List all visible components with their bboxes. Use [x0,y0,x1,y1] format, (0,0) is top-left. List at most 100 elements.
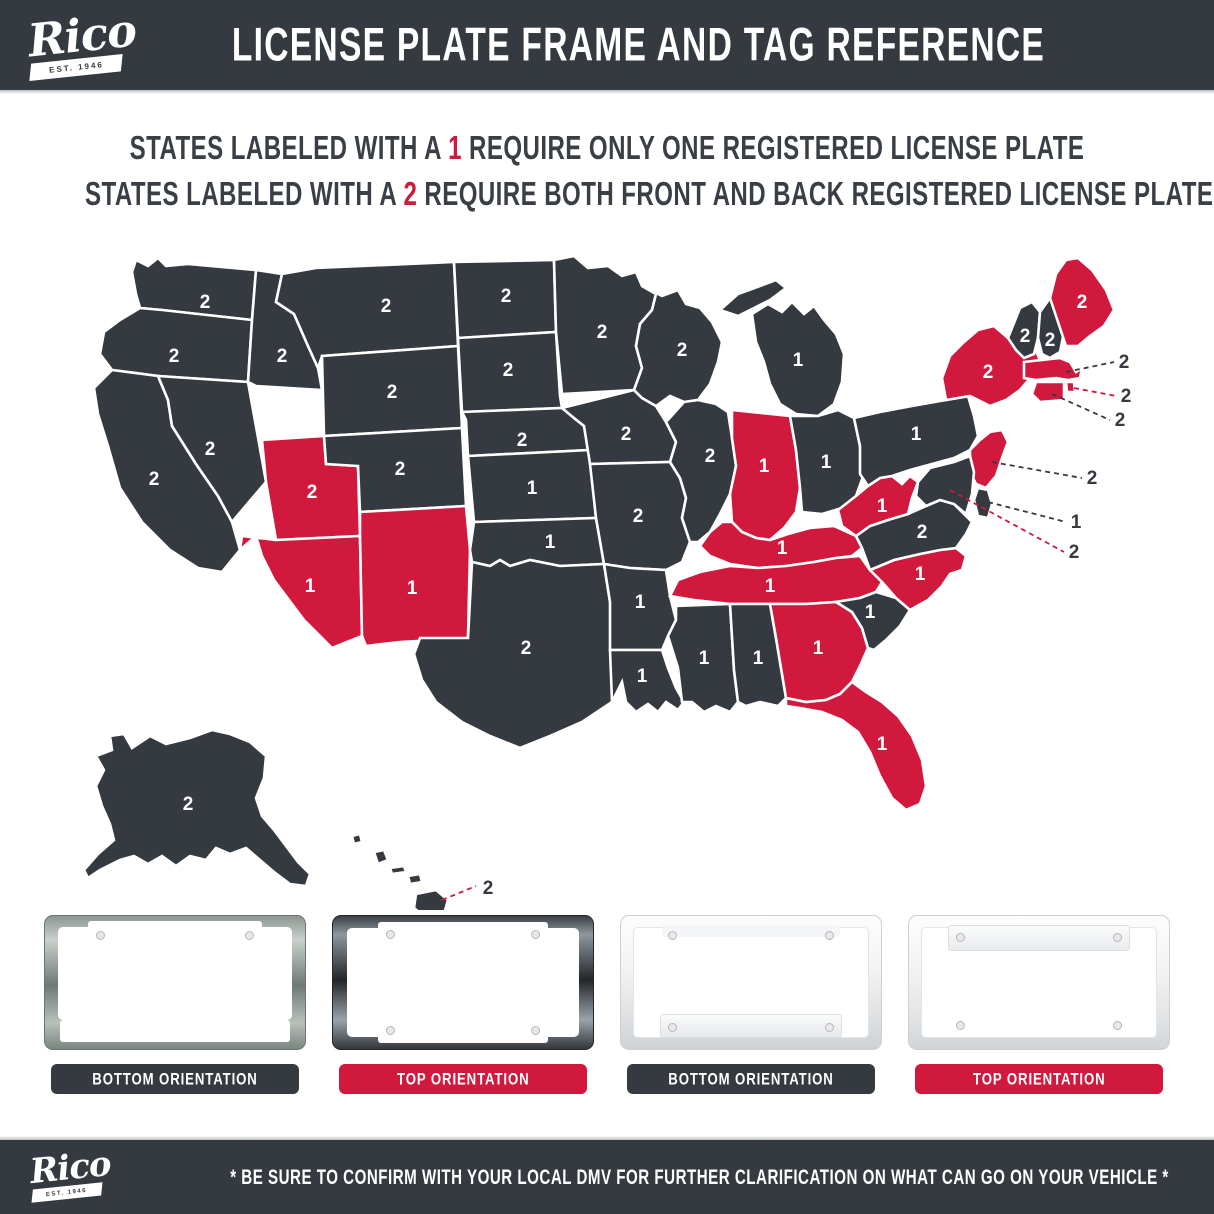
state-label-GA: 1 [813,638,824,659]
state-NM[interactable] [358,504,472,648]
legend-line-one-prefix: STATES LABELED WITH A [129,128,449,166]
state-ME[interactable] [1048,256,1116,348]
state-label-VT: 2 [1020,326,1031,347]
frame-screw [668,931,677,940]
page-title: LICENSE PLATE FRAME AND TAG REFERENCE [231,18,1046,71]
state-label-CA: 2 [149,469,160,490]
state-OK[interactable] [468,516,606,568]
frame-badge-3[interactable]: BOTTOM ORIENTATION [627,1064,875,1094]
legend-line-one-suffix: REQUIRE ONLY ONE REGISTERED LICENSE PLAT… [461,128,1085,166]
usa-map: 2 2 2 2 2 2 2 2 2 [70,250,1144,910]
legend-line-one-number: 1 [448,128,462,166]
footer-bar: Rico EST. 1946 * BE SURE TO CONFIRM WITH… [0,1140,1214,1214]
state-label-AL: 1 [753,648,764,669]
state-label-LA: 1 [637,666,648,687]
frame-image-white-top[interactable] [908,915,1170,1050]
frame-screw [825,1023,834,1032]
usa-map-svg: 2 2 2 2 2 2 2 2 2 [82,254,1132,910]
state-label-MO: 2 [633,506,644,527]
state-label-KY: 1 [777,538,788,559]
state-MD[interactable] [914,454,976,517]
brand-logo-est: EST. 1946 [48,60,104,75]
state-label-RI: 2 [1121,386,1132,407]
state-label-WY: 2 [387,382,398,403]
state-label-DE: 1 [1071,512,1082,533]
state-label-AZ: 1 [305,576,316,597]
frame-screw [386,1026,395,1035]
state-label-AR: 1 [635,592,646,613]
state-AK[interactable] [82,728,312,888]
state-label-NC: 1 [915,564,926,585]
state-label-KS: 1 [527,478,538,499]
footer-logo-est: EST. 1946 [46,1187,88,1198]
state-label-WV: 1 [877,496,888,517]
state-SC[interactable] [832,590,912,652]
state-label-WI: 2 [677,340,688,361]
frame-screw [956,1021,965,1030]
footer-divider [0,1136,1214,1140]
state-IL[interactable] [664,398,738,544]
frame-badge-4[interactable]: TOP ORIENTATION [915,1064,1163,1094]
leader-NJ [991,461,1083,479]
frame-screw [956,933,965,942]
state-SD[interactable] [456,330,564,414]
frame-screw [668,1023,677,1032]
state-LA[interactable] [608,648,686,714]
frame-item-4: TOP ORIENTATION [904,915,1174,1115]
footer-disclaimer: * BE SURE TO CONFIRM WITH YOUR LOCAL DMV… [230,1164,1169,1189]
state-NV[interactable] [155,374,268,525]
state-label-NH: 2 [1045,330,1056,351]
legend-line-two: STATES LABELED WITH A 2 REQUIRE BOTH FRO… [84,174,1214,213]
state-WA[interactable] [130,256,258,322]
state-label-OH: 1 [821,452,832,473]
state-label-MI: 1 [793,350,804,371]
state-label-ID: 2 [277,346,288,367]
state-label-WA: 2 [200,292,211,313]
state-label-HI: 2 [483,878,494,899]
frame-image-chrome-bottom[interactable] [44,915,306,1050]
leader-CT [1051,393,1111,421]
state-MA[interactable] [1022,356,1084,382]
frame-badge-label-3: BOTTOM ORIENTATION [668,1069,834,1089]
state-label-CT: 2 [1115,410,1126,431]
frame-image-blackchrome-top[interactable] [332,915,594,1050]
state-label-MS: 1 [699,648,710,669]
legend-text: STATES LABELED WITH A 1 REQUIRE ONLY ONE… [0,128,1214,213]
state-label-AK: 2 [183,794,194,815]
state-label-NJ: 2 [1087,468,1098,489]
state-PA[interactable] [852,394,980,488]
frame-screw [1113,933,1122,942]
frame-badge-2[interactable]: TOP ORIENTATION [339,1064,587,1094]
leader-RI [1073,387,1117,397]
state-label-NM: 1 [407,578,418,599]
state-label-TX: 2 [521,638,532,659]
legend-line-two-suffix: REQUIRE BOTH FRONT AND BACK REGISTERED L… [417,174,1214,212]
state-RI[interactable] [1064,380,1077,394]
legend-line-two-number: 2 [403,174,418,212]
state-FL[interactable] [784,680,928,812]
legend-line-two-prefix: STATES LABELED WITH A [84,174,404,212]
state-label-CO: 2 [395,459,406,480]
frame-gallery: BOTTOM ORIENTATION TOP ORIENTATION [0,915,1214,1115]
state-label-MT: 2 [381,296,392,317]
frame-image-white-bottom[interactable] [620,915,882,1050]
frame-screw [1113,1021,1122,1030]
state-label-IA: 2 [621,424,632,445]
state-label-ND: 2 [501,286,512,307]
frame-badge-1[interactable]: BOTTOM ORIENTATION [51,1064,299,1094]
state-DE[interactable] [972,486,994,520]
frame-screw [531,930,540,939]
frame-screw [531,1026,540,1035]
state-label-TN: 1 [765,576,776,597]
frame-item-3: BOTTOM ORIENTATION [616,915,886,1115]
state-MI[interactable] [717,278,846,418]
state-AZ[interactable] [238,533,364,650]
state-label-SC: 1 [865,602,876,623]
state-CT[interactable] [1030,380,1066,404]
frame-badge-label-1: BOTTOM ORIENTATION [92,1069,258,1089]
state-label-NE: 2 [517,430,528,451]
state-label-OK: 1 [545,532,556,553]
state-HI[interactable] [350,832,450,910]
state-MT[interactable] [274,260,460,372]
frame-screw [386,930,395,939]
